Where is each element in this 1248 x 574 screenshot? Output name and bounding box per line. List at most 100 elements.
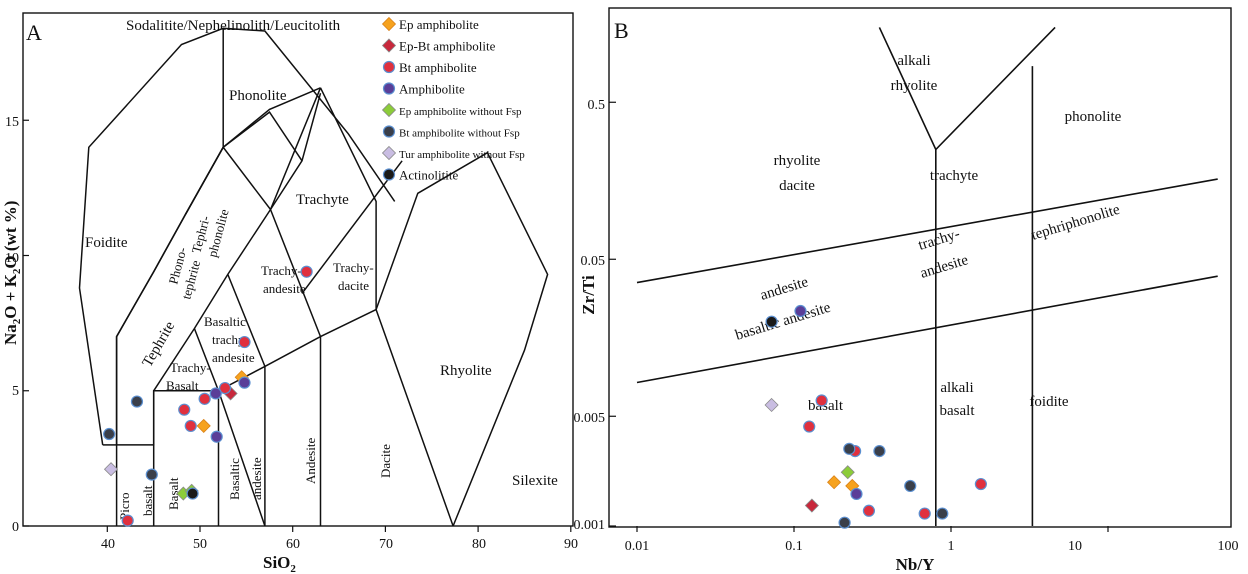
legend: Ep amphibolite Ep-Bt amphibolite Bt amphib…	[381, 16, 525, 183]
legend-marker-4	[381, 102, 397, 118]
point-a-s3-0	[238, 376, 251, 389]
panel-a-field-boundaries	[78, 27, 549, 527]
panel-a-axis-ticks	[23, 119, 572, 532]
y-tick-label-0: 0	[12, 520, 19, 535]
legend-marker-7	[382, 168, 396, 181]
point-a-s6-0	[103, 462, 119, 477]
field-label-foidite: Foidite	[85, 235, 128, 251]
field-label-basalt-2: Basalt	[166, 477, 181, 510]
field-label-basaltic-andesite: basaltic andesite	[733, 300, 832, 344]
point-b-s5-4	[838, 516, 851, 529]
field-label-trachy-2: Trachy-	[333, 260, 374, 275]
point-a-s2-0	[300, 265, 313, 278]
panel-a-frame	[22, 12, 574, 527]
field-label-dacite-2: Dacite	[378, 444, 393, 478]
field-label-trachy-4: Trachy-	[170, 360, 211, 375]
field-boundary-a-16	[184, 111, 303, 216]
point-b-s5-1	[873, 444, 886, 458]
field-boundary-a-7	[193, 328, 220, 392]
point-b-s5-0	[843, 442, 856, 455]
field-label-silexite: Silexite	[512, 473, 558, 489]
field-label-alkali-basalt: basalt	[940, 403, 976, 419]
x-tick-label-0.01: 0.01	[625, 539, 650, 554]
field-label-alkali-b: alkali	[940, 380, 973, 396]
field-label-picro-basalt: basalt	[140, 485, 155, 516]
legend-label-4: Ep amphibolite without Fsp	[399, 106, 522, 118]
y-tick-label-0.05: 0.05	[581, 254, 606, 269]
panel-b-x-axis-label: Nb/Y	[896, 555, 935, 574]
x-tick-label-90: 90	[564, 537, 578, 552]
field-label-foidite-b: foidite	[1029, 394, 1068, 410]
panel-b-y-axis-label: Zr/Ti	[579, 275, 598, 315]
y-tick-label-0.001: 0.001	[574, 518, 606, 533]
point-a-s5-0	[130, 395, 144, 408]
point-b-s2-1	[803, 420, 816, 433]
field-label-basaltic-2: Basaltic	[227, 458, 242, 500]
point-a-s2-1	[238, 335, 251, 349]
legend-label-7: Actinolitite	[399, 168, 458, 183]
field-label-andesite-b: andesite	[758, 274, 810, 304]
field-label-trachyte: Trachyte	[296, 192, 349, 208]
legend-label-0: Ep amphibolite	[399, 17, 479, 32]
field-boundary-a-2	[153, 93, 322, 392]
point-b-s4-0	[840, 465, 855, 480]
point-b-s2-4	[918, 507, 931, 520]
point-b-s3-0	[794, 304, 807, 318]
panel-a-label: A	[26, 20, 42, 45]
x-tick-label-40: 40	[101, 537, 115, 552]
legend-label-5: Bt amphibolite without Fsp	[399, 128, 520, 140]
field-label-andesite-4: Andesite	[303, 438, 318, 484]
field-boundary-b-1	[636, 275, 1218, 384]
y-tick-label-5: 5	[12, 384, 19, 399]
point-b-s2-5	[974, 477, 987, 491]
field-label-andesite-c: andesite	[918, 252, 970, 282]
point-b-s5-3	[936, 507, 949, 520]
y-tick-label-0.5: 0.5	[588, 98, 606, 113]
field-label-andesite-2: andesite	[212, 350, 255, 365]
legend-marker-1	[381, 38, 397, 53]
field-label-andesite-3: andesite	[249, 457, 264, 500]
y-tick-label-0.005: 0.005	[574, 411, 606, 426]
point-b-s6-0	[764, 397, 779, 413]
field-label-trachyte-b: trachyte	[930, 168, 979, 184]
point-a-s2-5	[184, 419, 197, 433]
panel-a-tas: A Sodalitite/Nephelinolith/Leucitolith P…	[1, 12, 578, 574]
field-boundary-a-11	[301, 160, 403, 294]
field-label-picro: Picro	[117, 493, 132, 520]
field-label-alkali-rhyolite: rhyolite	[891, 78, 938, 94]
field-boundary-a-9	[269, 209, 322, 337]
legend-label-1: Ep-Bt amphibolite	[399, 39, 496, 54]
field-boundary-a-17	[375, 151, 549, 527]
x-tick-label-0.1: 0.1	[785, 539, 803, 554]
field-boundary-a-14	[78, 27, 396, 446]
point-a-s2-4	[178, 403, 191, 416]
panel-b-field-labels: alkali rhyolite phonolite rhyolite dacit…	[733, 53, 1122, 419]
legend-marker-3	[382, 82, 396, 95]
field-label-trachy-1: Trachy-	[261, 263, 302, 278]
point-a-s3-1	[209, 387, 222, 400]
field-label-tephriphonolite: tephriphonolite	[1029, 202, 1122, 244]
y-tick-label-10: 10	[5, 251, 19, 266]
field-label-basaltic-1: Basaltic	[204, 314, 246, 329]
point-b-s1-0	[804, 498, 819, 513]
panel-a-x-axis-label: SiO2	[263, 553, 296, 574]
panel-b-winchester-floyd: B alkali rhyolite phonolite rhyolite dac…	[574, 7, 1239, 574]
field-label-phonolite-b: phonolite	[1065, 109, 1122, 125]
point-a-s2-3	[198, 392, 211, 405]
panel-b-label: B	[614, 18, 629, 43]
panel-b-axis-ticks	[609, 101, 1109, 532]
y-tick-label-15: 15	[5, 115, 19, 130]
legend-marker-6	[381, 145, 397, 161]
legend-marker-0	[381, 16, 397, 32]
point-b-s0-0	[827, 475, 842, 490]
point-a-s5-2	[145, 468, 158, 481]
field-label-rhyolite-b: rhyolite	[774, 153, 821, 169]
point-b-s2-0	[815, 394, 828, 407]
legend-label-3: Amphibolite	[399, 82, 465, 97]
legend-marker-5	[382, 125, 396, 138]
point-a-s2-6	[121, 514, 134, 527]
field-label-dacite-b: dacite	[779, 178, 815, 194]
point-b-s2-3	[862, 504, 876, 517]
field-label-phonolite: Phonolite	[229, 88, 287, 104]
